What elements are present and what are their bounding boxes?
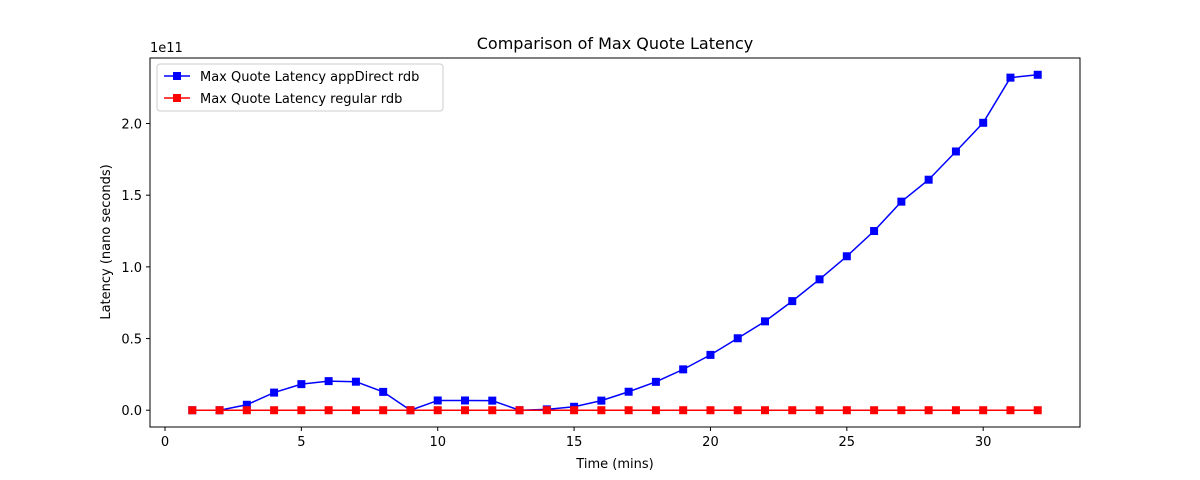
series-0-point-31 — [1033, 70, 1042, 79]
series-0-point-15 — [597, 396, 606, 405]
series-1-point-23 — [815, 406, 824, 415]
x-tick-label-0: 0 — [161, 435, 169, 450]
series-1-point-25 — [870, 406, 879, 415]
series-1-point-6 — [351, 406, 360, 415]
series-1-point-14 — [570, 406, 579, 415]
series-0-point-16 — [624, 387, 633, 396]
series-1-point-27 — [924, 406, 933, 415]
series-0-point-9 — [433, 396, 442, 405]
series-1-point-1 — [215, 406, 224, 415]
x-axis-label: Time (mins) — [575, 457, 653, 472]
y-tick-label-2: 1.0 — [121, 261, 142, 276]
series-1-point-30 — [1006, 406, 1015, 415]
x-tick-label-3: 15 — [566, 435, 583, 450]
series-0-point-26 — [897, 197, 906, 206]
series-1-point-26 — [897, 406, 906, 415]
series-0-point-27 — [924, 175, 933, 184]
series-1-point-5 — [324, 406, 333, 415]
y-tick-label-4: 2.0 — [121, 118, 142, 133]
series-0-point-23 — [815, 275, 824, 284]
series-0-point-30 — [1006, 73, 1015, 82]
series-1-point-24 — [842, 406, 851, 415]
series-line-0 — [192, 74, 1038, 412]
series-1-point-21 — [761, 406, 769, 415]
legend-label-1: Max Quote Latency regular rdb — [200, 92, 402, 107]
x-tick-label-1: 5 — [297, 435, 305, 450]
series-1-point-7 — [379, 406, 388, 415]
series-0-point-4 — [297, 380, 306, 389]
series-0-point-10 — [461, 396, 469, 405]
series-0-point-25 — [870, 227, 879, 236]
legend: Max Quote Latency appDirect rdb Max Quot… — [156, 63, 444, 112]
series-1-point-8 — [406, 406, 415, 415]
chart-title: Comparison of Max Quote Latency — [477, 34, 754, 53]
legend-label-0: Max Quote Latency appDirect rdb — [200, 70, 419, 85]
series-1-point-12 — [515, 406, 524, 415]
series-1-point-3 — [270, 406, 279, 415]
series-0-point-18 — [679, 365, 688, 374]
x-tick-label-5: 25 — [839, 435, 856, 450]
series-1-point-18 — [679, 406, 688, 415]
legend-marker-1 — [173, 94, 181, 102]
series-1-point-15 — [597, 406, 606, 415]
plot-frame — [149, 57, 1081, 428]
series-0-point-5 — [324, 377, 333, 386]
series-1-point-29 — [979, 406, 988, 415]
series-1-point-22 — [788, 406, 797, 415]
y-tick-label-0: 0.0 — [121, 404, 142, 419]
series-0-point-24 — [842, 252, 851, 261]
series-1-point-20 — [733, 406, 742, 415]
plot-area — [150, 58, 1080, 427]
series-0-point-19 — [706, 350, 715, 359]
series-0-point-20 — [733, 334, 742, 343]
series-1-point-10 — [461, 406, 469, 415]
y-tick-label-3: 1.5 — [121, 189, 142, 204]
x-tick-label-6: 30 — [975, 435, 992, 450]
series-0-point-28 — [951, 147, 960, 156]
series-0-point-6 — [351, 377, 360, 386]
series-0-point-17 — [651, 377, 660, 386]
series-1-point-11 — [488, 406, 497, 415]
series-1-point-2 — [242, 406, 251, 415]
series-1-point-17 — [651, 406, 660, 415]
y-tick-label-1: 0.5 — [121, 333, 142, 348]
series-layer — [188, 70, 1042, 415]
y-axis-label: Latency (nano seconds) — [99, 164, 114, 319]
series-1-point-13 — [542, 406, 551, 415]
series-1-point-4 — [297, 406, 306, 415]
series-0-point-3 — [270, 388, 279, 397]
series-1-point-28 — [951, 406, 960, 415]
series-0-point-2 — [242, 400, 251, 409]
series-1-point-9 — [433, 406, 442, 415]
x-tick-label-2: 10 — [429, 435, 446, 450]
series-1-point-19 — [706, 406, 715, 415]
series-0-point-21 — [761, 317, 769, 326]
series-1-point-0 — [188, 406, 197, 415]
x-axis: 0 5 10 15 20 25 30 — [161, 427, 992, 450]
series-0-point-29 — [979, 118, 988, 127]
x-tick-label-4: 20 — [702, 435, 719, 450]
y-axis: 0.0 0.5 1.0 1.5 2.0 — [121, 118, 150, 419]
y-offset-label: 1e11 — [150, 41, 183, 56]
series-0-point-11 — [488, 396, 497, 405]
legend-marker-0 — [173, 72, 181, 80]
legend-box — [156, 63, 444, 112]
series-1-point-16 — [624, 406, 633, 415]
series-0-point-22 — [788, 297, 797, 306]
series-1-point-31 — [1033, 406, 1042, 415]
series-0-point-7 — [379, 387, 388, 396]
